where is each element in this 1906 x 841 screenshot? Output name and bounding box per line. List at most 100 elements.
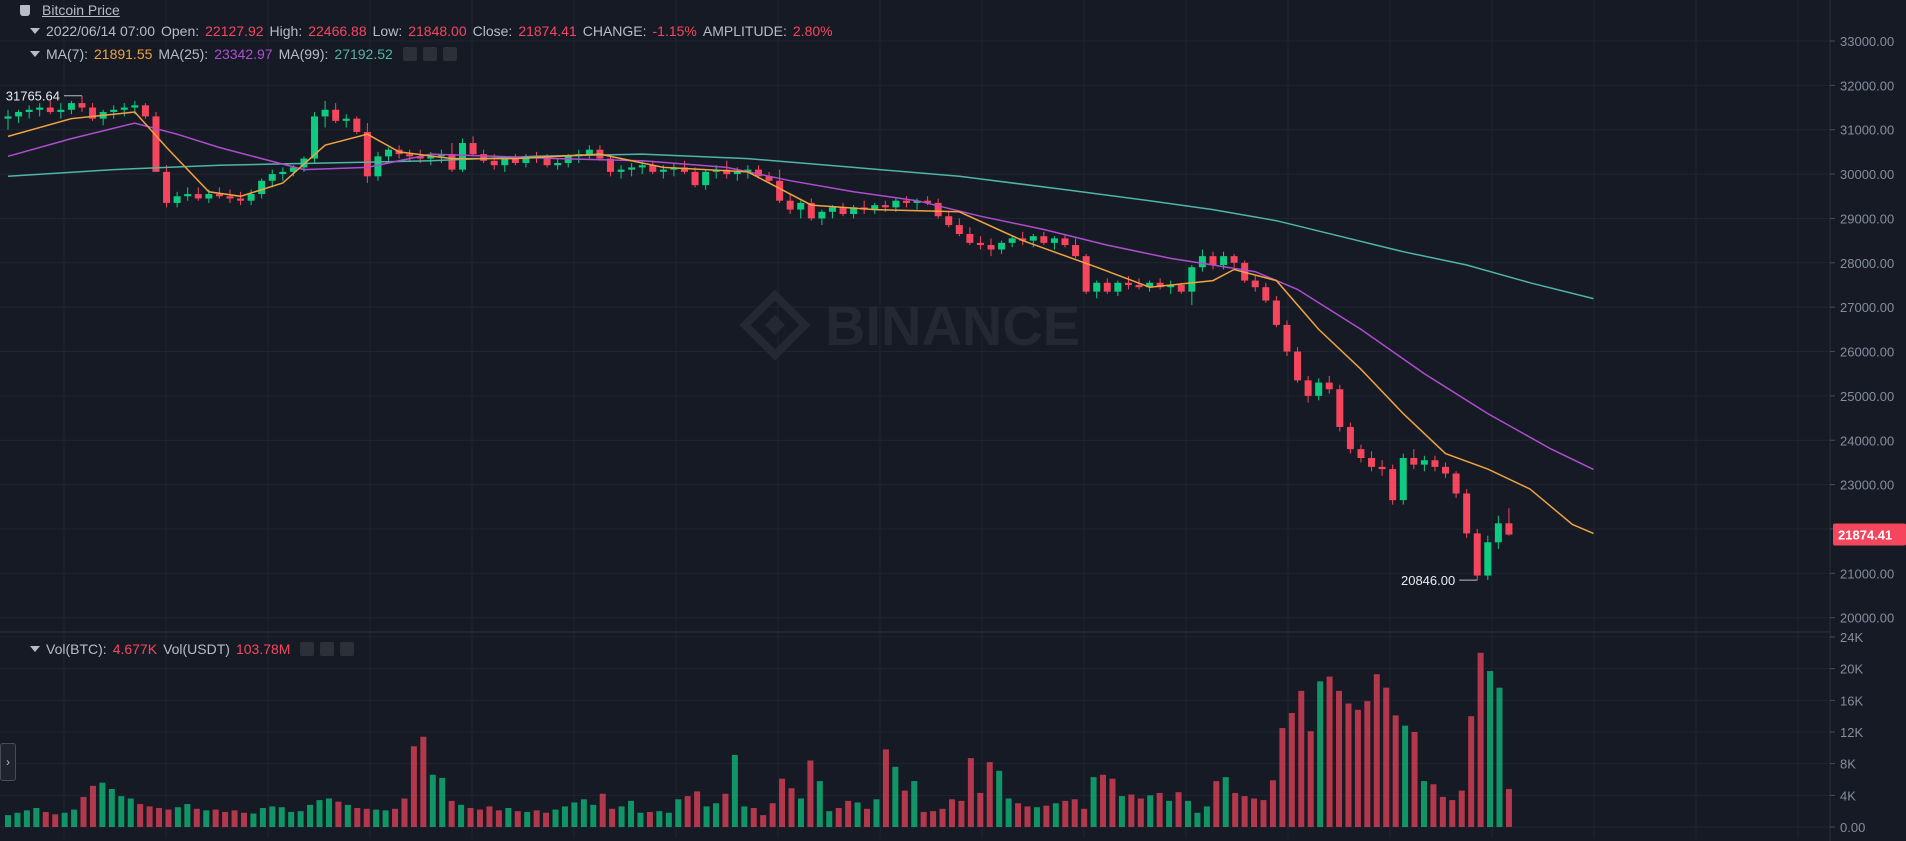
candle-body <box>744 169 752 172</box>
candle-body <box>754 169 762 177</box>
volume-bar <box>335 801 342 827</box>
volume-bar <box>240 812 247 827</box>
volume-bar <box>1317 681 1324 827</box>
ma-visibility-button[interactable] <box>402 47 417 61</box>
ma-settings-button[interactable] <box>422 47 437 61</box>
vol-btc-value: 4.677K <box>112 641 158 657</box>
candle-body <box>1082 256 1090 292</box>
candle-body <box>247 194 255 201</box>
volume-bar <box>1015 803 1022 827</box>
candle <box>163 165 171 208</box>
volume-bar <box>646 811 653 827</box>
vol-settings-button[interactable] <box>320 642 335 656</box>
candle <box>987 238 995 257</box>
candle <box>1315 378 1323 401</box>
volume-bar <box>495 810 502 827</box>
candle <box>1505 508 1513 536</box>
candle-body <box>638 165 646 168</box>
volume-bar <box>1033 807 1040 827</box>
chart-title[interactable]: Bitcoin Price <box>20 2 120 18</box>
volume-bar <box>703 806 710 827</box>
candle-body <box>490 160 498 166</box>
collapse-ohlc-icon[interactable] <box>30 28 40 34</box>
candle <box>25 105 33 119</box>
volume-bar <box>580 799 587 827</box>
candle-body <box>511 158 519 163</box>
candle <box>828 205 836 219</box>
volume-bar <box>80 796 87 827</box>
candle <box>1061 233 1069 248</box>
volume-bar <box>1326 676 1333 827</box>
amplitude-label: AMPLITUDE: <box>702 23 787 39</box>
volume-bar <box>458 804 465 827</box>
candle-body <box>1420 460 1428 465</box>
price-tick-label: 27000.00 <box>1840 300 1894 315</box>
ma25-value: 23342.97 <box>214 46 273 62</box>
volume-bar <box>184 804 191 827</box>
volume-bar <box>23 810 30 827</box>
candle-body <box>1315 382 1323 396</box>
candle <box>1484 535 1492 580</box>
collapse-ma-icon[interactable] <box>30 51 40 57</box>
ma25-label: MA(25): <box>158 46 209 62</box>
volume-bar <box>561 806 568 827</box>
volume-bar <box>1071 799 1078 827</box>
volume-bar <box>392 808 399 827</box>
candle <box>1452 471 1460 498</box>
ma-close-button[interactable] <box>442 47 457 61</box>
volume-tick-label: 0.00 <box>1840 820 1865 835</box>
candle-body <box>702 171 710 186</box>
candle-body <box>998 242 1006 250</box>
candle <box>46 100 54 115</box>
volume-bar <box>816 781 823 827</box>
volume-bar <box>797 798 804 827</box>
volume-bar <box>1128 794 1135 827</box>
candle-body <box>406 154 414 157</box>
volume-bar <box>1458 790 1465 827</box>
price-tick-label: 24000.00 <box>1840 433 1894 448</box>
volume-bar <box>325 798 332 827</box>
candle-body <box>1368 457 1376 467</box>
candle-body <box>1230 256 1238 263</box>
volume-bar <box>203 810 210 827</box>
candle <box>321 100 329 128</box>
candle-body <box>1272 300 1280 325</box>
volume-bar <box>1468 716 1475 827</box>
volume-bar <box>779 778 786 827</box>
collapse-volume-icon[interactable] <box>30 646 40 652</box>
candle-body <box>374 156 382 177</box>
volume-bar <box>1307 731 1314 827</box>
candle-body <box>680 167 688 172</box>
volume-bar <box>1109 778 1116 827</box>
candle <box>1262 282 1270 303</box>
candle <box>1442 462 1450 478</box>
candle-body <box>163 171 171 203</box>
candle-body <box>585 149 593 155</box>
candle-body <box>987 245 995 250</box>
candle-body <box>1209 256 1217 266</box>
volume-bar <box>363 808 370 827</box>
sidebar-expand-button[interactable]: › <box>0 743 16 781</box>
chart-title-text[interactable]: Bitcoin Price <box>42 2 120 18</box>
volume-bar <box>1505 789 1512 827</box>
volume-bar <box>807 760 814 827</box>
candle <box>606 154 614 177</box>
volume-bar <box>71 809 78 827</box>
volume-bar <box>845 800 852 827</box>
volume-legend: Vol(BTC): 4.677K Vol(USDT) 103.78M <box>0 641 360 657</box>
candle-body <box>459 143 467 170</box>
vol-visibility-button[interactable] <box>300 642 315 656</box>
candle <box>342 114 350 128</box>
volume-bar <box>410 746 417 827</box>
candle <box>1336 384 1344 432</box>
volume-bar <box>1288 713 1295 827</box>
volume-bar <box>505 808 512 827</box>
candle-body <box>57 109 65 112</box>
volume-tick-label: 16K <box>1840 693 1863 708</box>
volume-bar <box>1194 812 1201 827</box>
vol-close-button[interactable] <box>340 642 355 656</box>
candle-body <box>839 207 847 215</box>
